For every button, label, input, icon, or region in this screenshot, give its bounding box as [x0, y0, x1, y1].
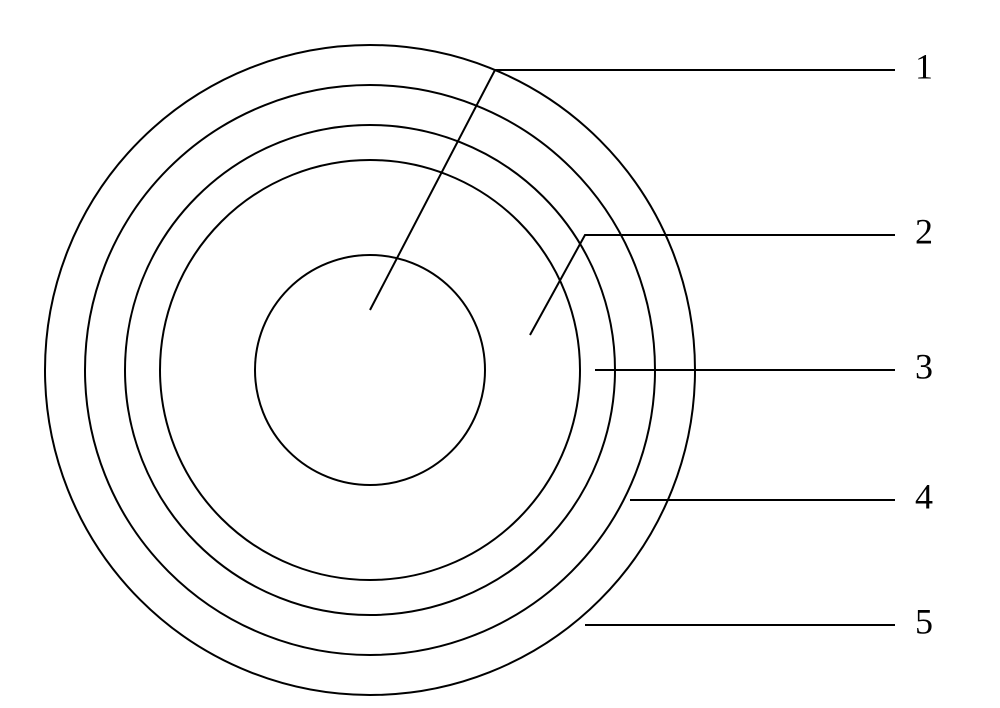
diagram-svg: 1 2 3 4 5	[0, 0, 1000, 708]
label-2: 2	[915, 211, 933, 251]
label-4: 4	[915, 476, 933, 516]
background	[0, 0, 1000, 708]
label-3: 3	[915, 346, 933, 386]
label-5: 5	[915, 601, 933, 641]
label-1: 1	[915, 46, 933, 86]
